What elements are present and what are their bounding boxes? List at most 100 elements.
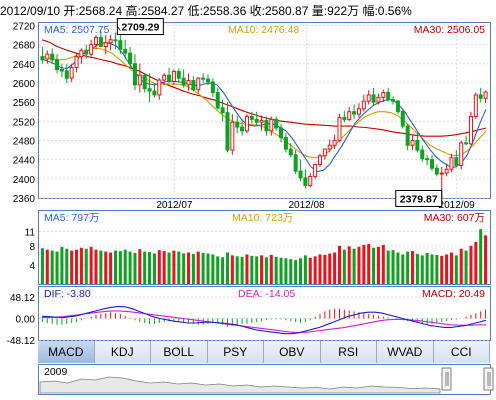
volume-bar (396, 252, 400, 284)
date-axis: 2012/07 2012/08 2012/09 (156, 200, 475, 211)
volume-bar (464, 250, 468, 284)
volume-bar (372, 247, 376, 284)
range-handle-right-grip-icon (487, 372, 491, 386)
volume-bar (230, 255, 234, 284)
tab-macd[interactable]: MACD (38, 341, 95, 363)
volume-bar (484, 235, 488, 284)
candle-body (45, 53, 50, 60)
volume-bar (206, 253, 210, 284)
candle-body (235, 121, 240, 128)
volume-bar (411, 251, 415, 284)
candle-body (376, 96, 381, 103)
volume-bar (303, 255, 307, 284)
candle-body (196, 77, 201, 91)
volume-bar (235, 256, 239, 284)
volume-bar (318, 254, 322, 284)
candle-body (176, 70, 181, 79)
volume-ma30-legend: MA30: 607万 (424, 212, 485, 224)
volume-bar (333, 252, 337, 284)
volume-bar (401, 254, 405, 284)
volume-bar (113, 250, 117, 284)
change-value: 0.56% (377, 4, 412, 18)
candle-body (483, 91, 488, 99)
macd-lines (41, 305, 487, 335)
volume-bar (128, 251, 132, 284)
volume-bar (352, 248, 356, 284)
candle-body (464, 142, 469, 145)
price-tick-label: 2560 (13, 98, 36, 109)
volume-grid (39, 231, 490, 266)
tab-kdj[interactable]: KDJ (94, 341, 151, 363)
volume-bar (104, 251, 108, 284)
candle-body (366, 94, 371, 102)
candle-body (157, 79, 162, 96)
tab-cci[interactable]: CCI (433, 341, 490, 363)
volume-bar (167, 252, 171, 284)
date-tick-label: 2012/07 (156, 200, 193, 211)
candle-body (191, 80, 196, 91)
volume-bar (479, 229, 483, 284)
candle-body (371, 94, 376, 103)
candle-body (79, 49, 84, 58)
macd-tick-label: 48.12 (10, 293, 35, 304)
volume-bar (40, 248, 44, 284)
candle-body (152, 90, 157, 96)
tab-obv[interactable]: OBV (264, 341, 321, 363)
volume-bar (367, 243, 371, 284)
volume-bar (269, 254, 273, 284)
volume-bar (196, 251, 200, 284)
tab-psy[interactable]: PSY (207, 341, 264, 363)
volume-bar (152, 253, 156, 284)
volume-bar (89, 246, 93, 284)
volume-bar (313, 256, 317, 284)
candle-body (337, 116, 342, 141)
candle-body (162, 74, 167, 81)
volume-bar (191, 253, 195, 284)
volume-bar (157, 250, 161, 284)
quote-date: 2012/09/10 (0, 4, 61, 18)
macd-legend: MACD: 20.49 (422, 288, 485, 300)
candle-body (171, 70, 176, 82)
candle-body (279, 127, 284, 139)
volume-bar (342, 249, 346, 284)
volume-bar (94, 249, 98, 284)
tab-rsi[interactable]: RSI (320, 341, 377, 363)
candle-body (293, 154, 298, 172)
candle-body (220, 107, 225, 114)
candle-body (322, 148, 327, 157)
volume-bar (182, 253, 186, 284)
open-value: 2568.24 (78, 4, 123, 18)
volume-bar (55, 251, 59, 284)
candle-body (259, 119, 264, 123)
close-value: 2580.87 (264, 4, 309, 18)
candle-body (410, 139, 415, 146)
candle-body (142, 74, 147, 90)
volume-bar (440, 255, 444, 284)
candle-body (356, 108, 361, 115)
volume-bar (323, 254, 327, 284)
candle-body (269, 118, 274, 132)
volume-bar (445, 254, 449, 284)
candle-body (361, 100, 366, 110)
volume-bar (255, 256, 259, 284)
tab-wvad[interactable]: WVAD (377, 341, 434, 363)
candle-body (89, 44, 94, 55)
candle-body (317, 155, 323, 165)
candle-body (454, 157, 459, 166)
volume-bar (279, 257, 283, 284)
candle-body (391, 99, 396, 102)
macd-histogram (41, 308, 487, 327)
candle-body (473, 94, 478, 117)
annotation-label: 2379.87 (400, 193, 438, 205)
volume-bar (84, 248, 88, 284)
volume-bar (75, 249, 79, 284)
volume-bar (362, 244, 366, 284)
range-handle-right[interactable] (483, 367, 494, 391)
tab-boll[interactable]: BOLL (151, 341, 208, 363)
range-handle-left[interactable] (441, 367, 452, 391)
candle-body (103, 42, 108, 47)
price-tick-label: 2440 (13, 156, 36, 167)
low-value: 2558.36 (202, 4, 247, 18)
candlesticks (40, 30, 488, 189)
